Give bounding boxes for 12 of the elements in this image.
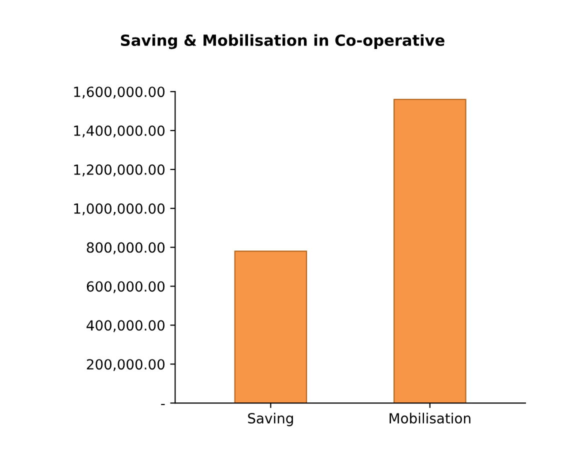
y-tick-label: 600,000.00 xyxy=(86,281,165,294)
y-tick-label: 400,000.00 xyxy=(86,320,165,332)
x-tick-label: Mobilisation xyxy=(390,412,470,424)
y-tick-label: 1,200,000.00 xyxy=(74,164,165,176)
y-tick-label: - xyxy=(161,404,165,406)
y-tick-label: 800,000.00 xyxy=(86,242,165,254)
x-tick-label: Saving xyxy=(248,412,293,426)
chart-title: Saving & Mobilisation in Co-operative xyxy=(120,34,444,50)
y-tick-label: 1,400,000.00 xyxy=(74,126,165,138)
y-tick-label: 1,600,000.00 xyxy=(74,86,165,98)
y-tick-label: 200,000.00 xyxy=(86,359,165,371)
y-tick-label: 1,000,000.00 xyxy=(74,203,165,216)
